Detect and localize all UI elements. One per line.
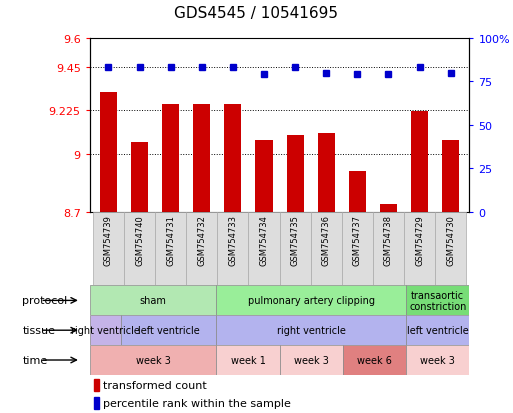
Text: right ventricle: right ventricle (277, 325, 346, 335)
Text: GSM754735: GSM754735 (291, 214, 300, 265)
Bar (435, 212, 466, 286)
Text: GSM754731: GSM754731 (166, 214, 175, 265)
Text: week 6: week 6 (357, 355, 392, 365)
Bar (93, 379, 99, 391)
Text: GSM754738: GSM754738 (384, 214, 393, 266)
Bar (406, 345, 469, 375)
Bar (442, 141, 459, 212)
Bar (218, 212, 248, 286)
Text: week 3: week 3 (135, 355, 170, 365)
Bar (216, 286, 406, 316)
Bar (287, 135, 304, 212)
Text: GSM754739: GSM754739 (104, 214, 113, 265)
Bar (122, 316, 216, 345)
Bar (224, 104, 242, 212)
Text: GSM754733: GSM754733 (228, 214, 238, 266)
Bar (318, 133, 335, 212)
Text: left ventricle: left ventricle (407, 325, 469, 335)
Bar (406, 316, 469, 345)
Bar (162, 104, 179, 212)
Bar (124, 212, 155, 286)
Text: GSM754732: GSM754732 (198, 214, 206, 265)
Text: GSM754730: GSM754730 (446, 214, 455, 265)
Text: right ventricle: right ventricle (71, 325, 140, 335)
Bar (280, 212, 311, 286)
Text: week 3: week 3 (420, 355, 455, 365)
Bar (100, 93, 117, 212)
Text: tissue: tissue (23, 325, 55, 335)
Bar (90, 286, 216, 316)
Bar (131, 143, 148, 212)
Text: GSM754740: GSM754740 (135, 214, 144, 265)
Bar (406, 286, 469, 316)
Bar (90, 316, 122, 345)
Bar (380, 204, 397, 212)
Text: GSM754734: GSM754734 (260, 214, 268, 265)
Text: time: time (23, 355, 48, 365)
Bar (404, 212, 435, 286)
Bar (216, 316, 406, 345)
Bar (248, 212, 280, 286)
Bar (342, 212, 373, 286)
Text: GDS4545 / 10541695: GDS4545 / 10541695 (174, 6, 339, 21)
Text: percentile rank within the sample: percentile rank within the sample (103, 398, 291, 408)
Text: left ventricle: left ventricle (138, 325, 200, 335)
Text: week 1: week 1 (230, 355, 265, 365)
Text: transaortic
constriction: transaortic constriction (409, 290, 466, 311)
Text: week 3: week 3 (294, 355, 329, 365)
Text: GSM754737: GSM754737 (353, 214, 362, 266)
Bar (349, 172, 366, 212)
Bar (411, 112, 428, 212)
Bar (280, 345, 343, 375)
Text: protocol: protocol (23, 296, 68, 306)
Bar (90, 345, 216, 375)
Text: GSM754736: GSM754736 (322, 214, 331, 266)
Bar (193, 104, 210, 212)
Text: transformed count: transformed count (103, 380, 207, 390)
Bar (311, 212, 342, 286)
Text: GSM754729: GSM754729 (415, 214, 424, 265)
Text: pulmonary artery clipping: pulmonary artery clipping (248, 296, 374, 306)
Bar (93, 212, 124, 286)
Bar (155, 212, 186, 286)
Bar (255, 141, 272, 212)
Text: sham: sham (140, 296, 167, 306)
Bar (93, 397, 99, 409)
Bar (216, 345, 280, 375)
Bar (343, 345, 406, 375)
Bar (373, 212, 404, 286)
Bar (186, 212, 218, 286)
